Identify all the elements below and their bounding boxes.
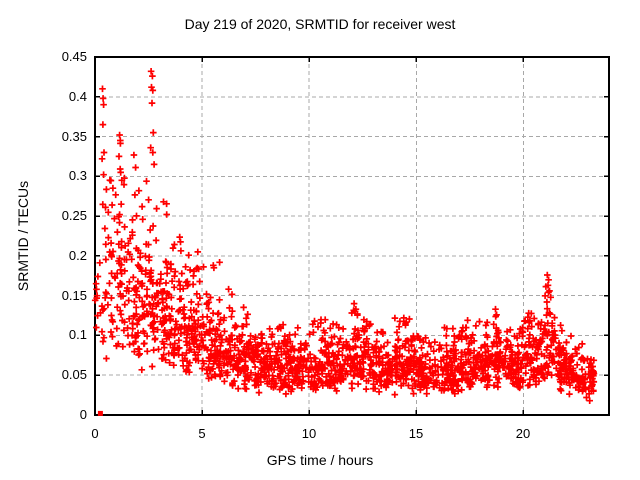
y-tick-label-0: 0 xyxy=(79,407,87,422)
y-axis-label: SRMTID / TECUs xyxy=(15,180,31,292)
y-tick-label-03: 0.3 xyxy=(68,168,87,183)
y-tick-label-01: 0.1 xyxy=(68,327,87,342)
x-tick-label-10: 10 xyxy=(301,426,317,441)
origin-square-point xyxy=(97,410,103,416)
x-tick-label-20: 20 xyxy=(515,426,531,441)
x-tick-label-0: 0 xyxy=(91,426,99,441)
plot-border xyxy=(94,56,610,416)
x-tick-label-15: 15 xyxy=(408,426,424,441)
y-tick-label-025: 0.25 xyxy=(61,208,87,223)
grid-lines xyxy=(95,57,609,415)
y-tick-label-02: 0.2 xyxy=(68,248,87,263)
y-tick-label-045: 0.45 xyxy=(61,49,87,64)
x-axis-label: GPS time / hours xyxy=(266,452,374,468)
chart-title: Day 219 of 2020, SRMTID for receiver wes… xyxy=(184,16,456,32)
scatter-points xyxy=(91,68,598,404)
x-tick-label-5: 5 xyxy=(198,426,206,441)
y-tick-label-04: 0.4 xyxy=(68,89,87,104)
y-tick-label-035: 0.35 xyxy=(61,129,87,144)
y-tick-label-005: 0.05 xyxy=(61,367,87,382)
y-tick-label-015: 0.15 xyxy=(61,288,87,303)
